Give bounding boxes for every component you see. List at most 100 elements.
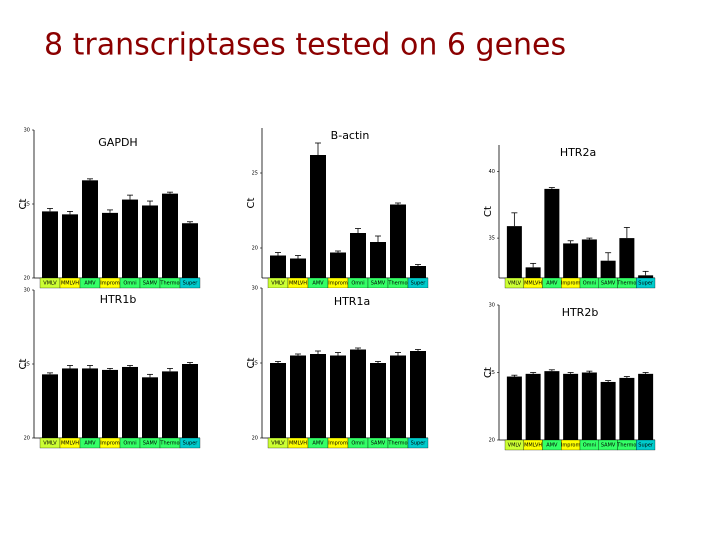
bar (182, 364, 198, 438)
bar (600, 381, 616, 440)
y-tick-label: 20 (252, 436, 258, 442)
bar (310, 155, 326, 278)
y-tick-label: 20 (24, 436, 30, 442)
bar (82, 180, 98, 278)
x-tick-label: VMLV (271, 441, 285, 447)
x-tick-label: AMV (84, 281, 96, 287)
x-tick-label: MMLVH (289, 441, 307, 447)
bar (390, 204, 406, 278)
bar (544, 188, 560, 278)
y-tick-label: 30 (489, 303, 495, 309)
bar (600, 260, 616, 278)
panel-title: B-actin (331, 129, 370, 142)
x-tick-label: VMLV (508, 443, 522, 449)
x-tick-label: AMV (312, 281, 324, 287)
bar (544, 371, 560, 440)
bar (290, 355, 306, 438)
bar (506, 376, 522, 440)
x-tick-label: Omni (123, 441, 136, 447)
x-tick-label: Omni (583, 281, 596, 287)
bar (270, 363, 286, 438)
panel-title: HTR2b (562, 306, 599, 319)
x-tick-label: VMLV (508, 281, 522, 287)
y-axis-label: Ct (246, 357, 257, 368)
x-tick-label: MMLVH (524, 281, 542, 287)
x-tick-label: Thermo (616, 281, 636, 287)
bar (619, 377, 635, 440)
x-tick-label: Improm (328, 281, 348, 287)
y-axis-label: Ct (18, 358, 29, 369)
bar (290, 258, 306, 278)
bar (42, 211, 58, 278)
bar (370, 363, 386, 438)
bar (142, 205, 158, 278)
x-tick-label: Super (638, 281, 654, 287)
x-tick-label: Improm (100, 441, 120, 447)
y-tick-label: 30 (24, 288, 30, 294)
bar (62, 368, 78, 438)
y-tick-label: 30 (252, 286, 258, 292)
x-tick-label: Thermo (159, 441, 179, 447)
y-axis-label: Ct (18, 198, 29, 209)
y-tick-label: 35 (489, 236, 495, 242)
x-tick-label: Thermo (387, 441, 407, 447)
bar (142, 377, 158, 438)
x-tick-label: AMV (84, 441, 96, 447)
x-tick-label: MMLVH (289, 281, 307, 287)
bar (62, 214, 78, 278)
y-tick-label: 40 (489, 169, 495, 175)
x-tick-label: Super (411, 441, 427, 447)
x-tick-label: Improm (100, 281, 120, 287)
bar (122, 366, 138, 438)
bar (525, 267, 541, 278)
x-tick-label: Omni (583, 443, 596, 449)
y-tick-label: 25 (24, 362, 30, 368)
bar (42, 374, 58, 438)
bar (410, 266, 426, 278)
bar (310, 354, 326, 438)
bar (410, 351, 426, 438)
bar (162, 371, 178, 438)
bar (102, 212, 118, 278)
bar (390, 355, 406, 438)
x-tick-label: MMLVH (61, 281, 79, 287)
y-tick-label: 25 (252, 361, 258, 367)
bar (270, 255, 286, 278)
bar (370, 242, 386, 278)
bar (102, 369, 118, 438)
x-tick-label: Thermo (159, 281, 179, 287)
y-axis-label: Ct (246, 197, 257, 208)
x-tick-label: SAMV (371, 281, 386, 287)
y-tick-label: 20 (24, 276, 30, 282)
x-tick-label: VMLV (271, 281, 285, 287)
y-tick-label: 25 (252, 171, 258, 177)
x-tick-label: VMLV (43, 281, 57, 287)
x-tick-label: Super (411, 281, 427, 287)
y-tick-label: 20 (489, 438, 495, 444)
x-tick-label: SAMV (601, 443, 616, 449)
bar (330, 355, 346, 438)
bar (350, 349, 366, 438)
bar (581, 239, 597, 278)
x-tick-label: Thermo (616, 443, 636, 449)
bar (350, 233, 366, 278)
x-tick-label: Omni (123, 281, 136, 287)
bar (330, 252, 346, 278)
bar (525, 373, 541, 440)
bar (619, 238, 635, 278)
x-tick-label: AMV (546, 443, 558, 449)
x-tick-label: AMV (312, 441, 324, 447)
x-tick-label: SAMV (143, 441, 158, 447)
bar (122, 199, 138, 278)
x-tick-label: Omni (351, 281, 364, 287)
y-axis-label: Ct (483, 367, 494, 378)
y-tick-label: 20 (252, 246, 258, 252)
x-tick-label: SAMV (371, 441, 386, 447)
x-tick-label: Thermo (387, 281, 407, 287)
bar (638, 373, 654, 440)
panel-title: HTR1b (100, 293, 137, 306)
bar (506, 226, 522, 278)
x-tick-label: VMLV (43, 441, 57, 447)
x-tick-label: SAMV (143, 281, 158, 287)
